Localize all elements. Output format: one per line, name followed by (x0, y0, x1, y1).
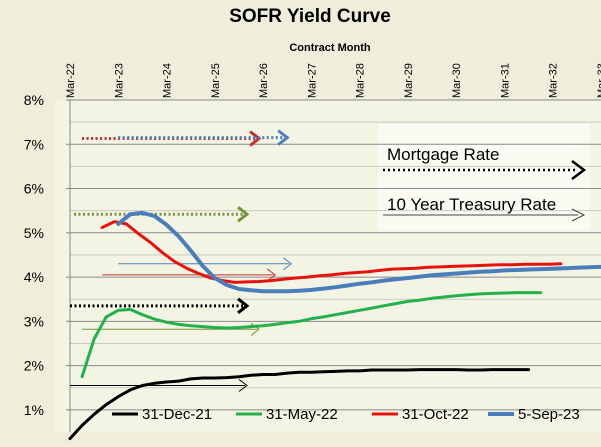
note-treasury-arrowhead (571, 208, 586, 222)
legend-label: 31-Dec-21 (142, 406, 212, 423)
reference-arrow-head (238, 379, 248, 392)
reference-arrow-head (282, 257, 293, 271)
y-tick-label: 7% (24, 136, 44, 152)
y-tick-label: 5% (24, 225, 44, 241)
arrows (70, 129, 293, 392)
note-mortgage-label: Mortgage Rate (387, 145, 499, 164)
series-line-5-sep-23 (116, 210, 601, 294)
x-tick-label: Mar-22 (65, 63, 77, 98)
series-lines (68, 210, 601, 441)
chart-title: SOFR Yield Curve (229, 6, 391, 27)
y-tick-label: 2% (24, 358, 44, 374)
reference-arrow-head (277, 129, 290, 146)
x-tick-label: Mar-33 (596, 63, 601, 98)
x-tick-label: Mar-28 (355, 63, 367, 98)
note-mortgage-arrowhead (571, 160, 587, 180)
reference-arrow-head (266, 268, 276, 282)
legend-label: 5-Sep-23 (518, 406, 580, 423)
x-tick-label: Mar-29 (403, 63, 415, 98)
x-ticks: Mar-22 Mar-23 Mar-24 Mar-25 Mar-26 Mar-27 Mar-… (65, 63, 601, 98)
legend-label: 31-May-22 (266, 406, 338, 423)
y-tick-label: 4% (24, 269, 44, 285)
y-ticks: 1% 2% 3% 4% 5% 6% 7% 8% (24, 92, 70, 418)
legend: 31-Dec-21 31-May-22 31-Oct-22 5-Sep-23 (112, 406, 580, 423)
x-tick-label: Mar-26 (258, 63, 270, 98)
x-tick-label: Mar-23 (113, 63, 125, 98)
x-tick-label: Mar-25 (210, 63, 222, 98)
note-treasury-label: 10 Year Treasury Rate (387, 195, 556, 214)
reference-arrow-head (237, 297, 250, 315)
reference-arrow-head (237, 206, 250, 223)
series-line-31-oct-22 (100, 220, 563, 284)
x-tick-label: Mar-30 (451, 63, 463, 98)
series-line-31-dec-21 (68, 368, 531, 441)
y-tick-label: 1% (24, 402, 44, 418)
y-tick-label: 6% (24, 181, 44, 197)
series-line-31-may-22 (80, 291, 543, 379)
y-tick-label: 8% (24, 92, 44, 108)
x-tick-label: Mar-27 (306, 63, 318, 98)
x-tick-label: Mar-24 (162, 63, 174, 98)
legend-label: 31-Oct-22 (402, 406, 469, 423)
note-treasury: 10 Year Treasury Rate (383, 195, 586, 222)
y-tick-label: 3% (24, 313, 44, 329)
note-mortgage: Mortgage Rate (383, 145, 587, 180)
x-tick-label: Mar-32 (548, 63, 560, 98)
grid (70, 99, 601, 411)
annotation-box (378, 124, 590, 231)
chart-subtitle: Contract Month (289, 42, 371, 54)
x-tick-label: Mar-31 (499, 63, 511, 98)
